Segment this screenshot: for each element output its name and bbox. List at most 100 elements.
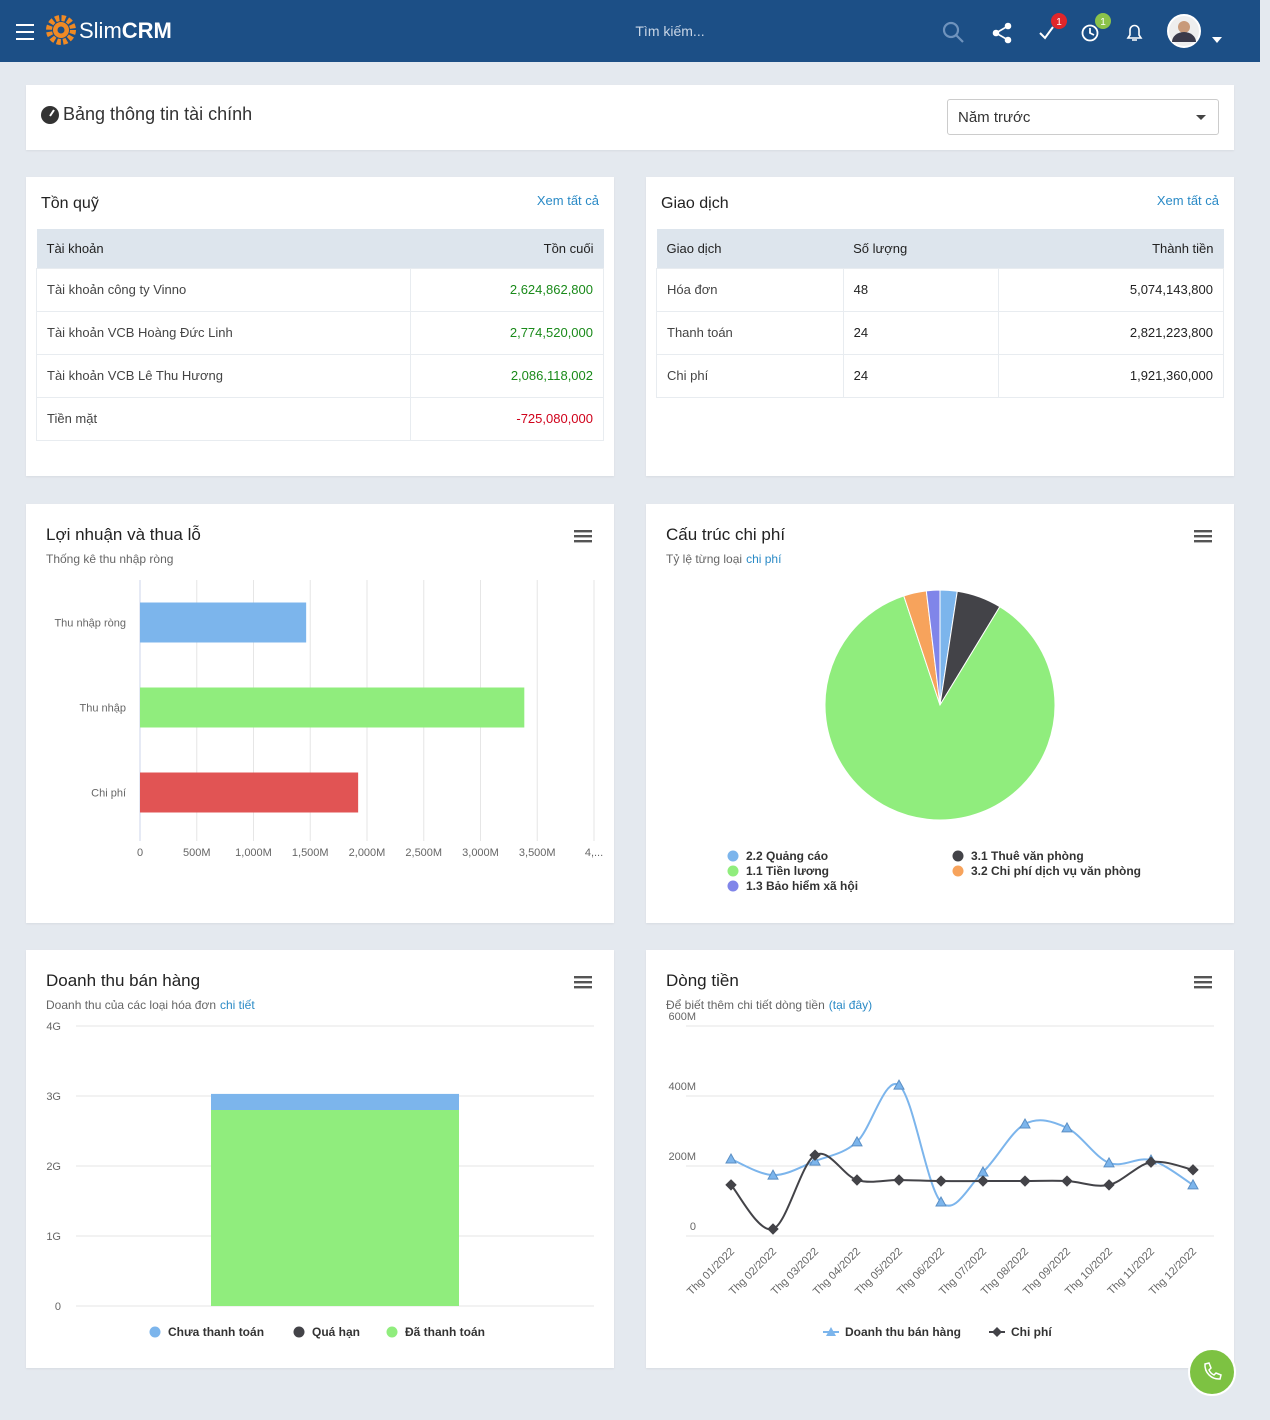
table-cell: -725,080,000 — [410, 396, 604, 441]
logo-icon — [46, 15, 76, 45]
bar-segment — [211, 1110, 459, 1306]
share-icon[interactable] — [992, 22, 1012, 44]
legend-label: 1.3 Bảo hiểm xã hội — [746, 879, 858, 893]
y-tick-label: 2G — [46, 1161, 61, 1173]
chart-menu-icon — [1194, 535, 1212, 538]
point-marker — [1103, 1156, 1115, 1168]
point-marker — [893, 1174, 905, 1186]
menu-button[interactable] — [16, 24, 34, 40]
bar — [140, 687, 525, 728]
legend-marker — [149, 1326, 161, 1338]
legend-marker — [727, 865, 739, 877]
chart-title: Doanh thu bán hàng — [46, 971, 200, 990]
chart-subtitle: Thống kê thu nhập ròng — [46, 552, 173, 566]
column-header: Tồn cuối — [410, 229, 604, 268]
chart-panel: Doanh thu bán hàng Doanh thu của các loại… — [26, 950, 614, 1368]
y-tick-label: 600M — [668, 1011, 696, 1023]
chart-menu-icon — [574, 530, 592, 533]
x-tick-label: 2,000M — [349, 847, 386, 859]
notifications-icon[interactable] — [1126, 24, 1143, 41]
fund-table: Tài khoản Tồn cuối Tài khoản công ty Vinno… — [35, 229, 604, 441]
column-header: Giao dịch — [656, 229, 844, 268]
line — [730, 1082, 1194, 1207]
table-cell: 2,821,223,800 — [998, 310, 1224, 355]
subtitle-text: Tỷ lệ từng loại — [666, 552, 742, 566]
x-tick-label: 4,... — [585, 847, 603, 859]
legend-label: Doanh thu bán hàng — [845, 1325, 961, 1339]
search-input[interactable]: Tìm kiếm... — [635, 23, 704, 39]
transactions-panel: Giao dịch Xem tất cả Giao dịch Số lượng Th… — [646, 177, 1234, 476]
x-tick-label: 3,000M — [462, 847, 499, 859]
pie-slice — [824, 595, 1056, 821]
badge — [1051, 13, 1067, 29]
call-button[interactable] — [1187, 1347, 1237, 1397]
header-row: Tài khoản Tồn cuối — [36, 229, 604, 268]
y-tick-label: 0 — [55, 1301, 61, 1313]
legend-marker — [727, 880, 739, 892]
point-marker — [1187, 1178, 1199, 1190]
point-marker — [767, 1223, 779, 1235]
x-tick-label: 2,500M — [405, 847, 442, 859]
legend-label: 1.1 Tiền lương — [746, 864, 829, 878]
y-tick-label: 400M — [668, 1081, 696, 1093]
x-tick-label: 3,500M — [519, 847, 556, 859]
legend-label: Chi phí — [1011, 1325, 1052, 1339]
y-tick-label: 200M — [668, 1151, 696, 1163]
header-row: Giao dịch Số lượng Thành tiền — [656, 229, 1224, 268]
legend-marker — [293, 1326, 305, 1338]
point-marker — [1187, 1164, 1199, 1176]
chart: Cấu trúc chi phí Tỷ lệ từng loại chi phí 2.… — [666, 525, 1212, 893]
chart-title: Dòng tiền — [666, 971, 739, 990]
period-select[interactable]: Năm trước — [947, 99, 1219, 135]
table-cell: 24 — [842, 310, 1000, 355]
table-cell: Tài khoản công ty Vinno — [35, 267, 412, 312]
reminders-icon[interactable] — [1081, 24, 1099, 42]
chart-panel: Dòng tiền Để biết thêm chi tiết dòng tiền… — [646, 950, 1234, 1368]
chart-title: Lợi nhuận và thua lỗ — [46, 525, 201, 544]
user-menu-caret[interactable] — [1212, 37, 1222, 43]
table-cell: 5,074,143,800 — [998, 267, 1224, 312]
table-row: Chi phí 24 1,921,360,000 — [656, 353, 1224, 398]
panel-title: Giao dịch — [661, 195, 729, 212]
legend-marker — [952, 850, 964, 862]
column-header: Số lượng — [843, 229, 999, 268]
legend-marker — [727, 850, 739, 862]
table-row: Tài khoản VCB Hoàng Đức Linh 2,774,520,00… — [35, 310, 604, 355]
table-cell: 2,774,520,000 — [410, 310, 604, 355]
y-tick-label: 4G — [46, 1021, 61, 1033]
chart-menu-icon — [574, 981, 592, 984]
line — [730, 1152, 1194, 1231]
legend-label: 2.2 Quảng cáo — [746, 849, 828, 863]
table-cell: Tiền mặt — [35, 396, 412, 441]
point-marker — [1019, 1117, 1031, 1129]
legend-marker — [992, 1327, 1002, 1337]
legend-label: 3.2 Chi phí dịch vụ văn phòng — [971, 864, 1141, 878]
table-row: Tài khoản VCB Lê Thu Hương 2,086,118,002 — [35, 353, 604, 398]
period-value: Năm trước — [958, 109, 1031, 126]
top-bar: SlimCRM Tìm kiếm... 1 1 — [0, 0, 1260, 62]
chart-menu-icon — [1194, 986, 1212, 989]
point-marker — [809, 1149, 821, 1161]
table-cell: Tài khoản VCB Hoàng Đức Linh — [35, 310, 412, 355]
point-marker — [851, 1174, 863, 1186]
table-cell: Chi phí — [656, 353, 844, 398]
top-bar-graphics: SlimCRM Tìm kiếm... 1 1 — [16, 13, 1222, 48]
tasks-icon[interactable] — [1039, 26, 1054, 40]
table-row: Tài khoản công ty Vinno 2,624,862,800 — [35, 267, 604, 312]
y-tick-label: Chi phí — [91, 788, 126, 800]
y-tick-label: 3G — [46, 1091, 61, 1103]
chart: Lợi nhuận và thua lỗ Thống kê thu nhập rò… — [46, 525, 603, 859]
avatar[interactable] — [1167, 14, 1201, 48]
point-marker — [977, 1175, 989, 1187]
view-all-link[interactable]: Xem tất cả — [1156, 193, 1219, 208]
search-icon[interactable] — [942, 21, 964, 43]
chart-subtitle: Để biết thêm chi tiết dòng tiền (tại đây) — [666, 998, 872, 1012]
legend-marker — [826, 1327, 836, 1336]
table-row: Hóa đơn 48 5,074,143,800 — [656, 267, 1224, 312]
y-tick-label: Thu nhập — [80, 703, 126, 715]
subtitle-text: Doanh thu của các loại hóa đơn — [46, 998, 216, 1012]
view-all-link[interactable]: Xem tất cả — [536, 193, 599, 208]
point-marker — [1145, 1156, 1157, 1168]
logo[interactable]: SlimCRM — [79, 18, 172, 43]
chart: Doanh thu bán hàng Doanh thu của các loại… — [46, 971, 594, 1339]
